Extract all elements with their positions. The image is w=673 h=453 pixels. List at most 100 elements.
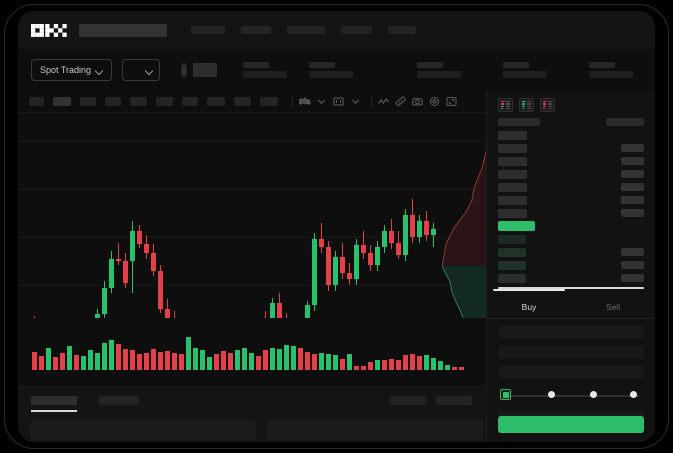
tab-buy-label: Buy bbox=[521, 301, 537, 312]
orderbook-bid-row[interactable] bbox=[498, 234, 644, 244]
orderbook-separator bbox=[498, 287, 644, 289]
top-navigation-bar: OKX bbox=[18, 11, 655, 49]
tab-sell-label: Sell bbox=[605, 301, 621, 312]
chevron-down-icon bbox=[96, 67, 103, 74]
orderbook-price-cell bbox=[498, 195, 527, 205]
expand-icon[interactable] bbox=[445, 95, 458, 108]
tab-order-history[interactable] bbox=[99, 396, 139, 405]
pair-name-label bbox=[192, 63, 217, 77]
slider-stop-50[interactable] bbox=[590, 391, 597, 398]
orderbook-amount-cell bbox=[621, 248, 644, 256]
market-stats bbox=[243, 62, 655, 78]
orders-panel-tabs bbox=[31, 396, 139, 412]
orderbook-column-headers bbox=[487, 118, 655, 130]
candlestick-icon[interactable] bbox=[298, 95, 311, 108]
orderbook-view-modes bbox=[487, 91, 655, 118]
orderbook-price-cell bbox=[498, 208, 527, 218]
orderbook-amount-cell bbox=[621, 183, 644, 191]
orders-panel-content bbox=[30, 420, 483, 440]
timeframe-5[interactable] bbox=[130, 97, 147, 106]
nav-item-3[interactable] bbox=[287, 26, 325, 34]
timeframe-2[interactable] bbox=[53, 97, 71, 106]
app-screen: OKX Spot Trading bbox=[18, 11, 655, 442]
bottom-action-2[interactable] bbox=[436, 396, 472, 405]
tab-buy[interactable]: Buy bbox=[487, 289, 571, 318]
gear-icon[interactable] bbox=[428, 95, 441, 108]
orderbook-amount-cell bbox=[621, 196, 644, 204]
orderbook-ask-row[interactable] bbox=[498, 130, 644, 140]
orderbook-mode-asks[interactable] bbox=[540, 98, 555, 112]
nav-item-5[interactable] bbox=[388, 26, 416, 34]
orderbook-ask-row[interactable] bbox=[498, 143, 644, 153]
orderbook-ask-row[interactable] bbox=[498, 195, 644, 205]
slider-stop-75[interactable] bbox=[630, 391, 637, 398]
toolbar-divider bbox=[292, 96, 293, 107]
orderbook-ask-row[interactable] bbox=[498, 208, 644, 218]
stat-last-price bbox=[243, 62, 295, 78]
orderbook-ask-row[interactable] bbox=[498, 156, 644, 166]
ruler-pencil-icon[interactable] bbox=[394, 95, 407, 108]
order-form-tabs: Buy Sell bbox=[487, 289, 655, 319]
orderbook-price-cell bbox=[498, 130, 527, 140]
order-total-field[interactable] bbox=[498, 365, 644, 379]
orderbook-bid-row[interactable] bbox=[498, 260, 644, 270]
timeframe-10[interactable] bbox=[260, 97, 278, 106]
line-chart-icon[interactable] bbox=[377, 95, 390, 108]
orderbook-ask-row[interactable] bbox=[498, 169, 644, 179]
stat-24h-volume bbox=[589, 62, 641, 78]
order-form-fields bbox=[487, 319, 655, 379]
indicators-chevron-icon[interactable] bbox=[349, 95, 362, 108]
order-amount-field[interactable] bbox=[498, 345, 644, 359]
orderbook-amount-cell bbox=[621, 209, 644, 217]
orderbook-ask-row[interactable] bbox=[498, 182, 644, 192]
bottom-panel-right bbox=[267, 420, 483, 440]
orderbook-bid-row[interactable] bbox=[498, 273, 644, 283]
okx-logo[interactable]: OKX bbox=[31, 23, 69, 37]
bottom-action-1[interactable] bbox=[390, 396, 426, 405]
order-summary-available bbox=[498, 411, 644, 418]
orderbook-col-price bbox=[498, 118, 540, 126]
orderbook-price-cell bbox=[498, 221, 535, 231]
candlestick-type-chevron-icon[interactable] bbox=[315, 95, 328, 108]
search-input[interactable] bbox=[79, 23, 167, 37]
orderbook-mode-bids[interactable] bbox=[519, 98, 534, 112]
order-amount-slider[interactable] bbox=[500, 389, 642, 403]
chevron-down-icon bbox=[146, 67, 153, 74]
timeframe-1[interactable] bbox=[29, 97, 44, 106]
orderbook-bid-row[interactable] bbox=[498, 247, 644, 257]
order-price-field[interactable] bbox=[498, 325, 644, 339]
slider-stop-25[interactable] bbox=[548, 391, 555, 398]
nav-item-1[interactable] bbox=[191, 26, 225, 34]
timeframe-9[interactable] bbox=[234, 97, 251, 106]
tab-open-orders[interactable] bbox=[31, 396, 77, 412]
timeframe-3[interactable] bbox=[80, 97, 96, 106]
orderbook-price-cell bbox=[498, 182, 527, 192]
orderbook-best-bid-row[interactable] bbox=[498, 221, 644, 231]
orderbook-amount-cell bbox=[621, 157, 644, 165]
stat-24h-change bbox=[309, 62, 361, 78]
toolbar-divider bbox=[371, 96, 372, 107]
orderbook-price-cell bbox=[498, 273, 526, 283]
orderbook-amount-cell bbox=[621, 274, 644, 282]
nav-item-4[interactable] bbox=[341, 26, 372, 34]
indicators-icon[interactable] bbox=[332, 95, 345, 108]
candlestick-chart[interactable] bbox=[18, 113, 486, 318]
camera-icon[interactable] bbox=[411, 95, 424, 108]
place-buy-order-button[interactable] bbox=[498, 416, 644, 433]
orderbook-mode-both[interactable] bbox=[498, 98, 513, 112]
orderbook-amount-cell bbox=[621, 261, 644, 269]
timeframe-8[interactable] bbox=[207, 97, 225, 106]
volume-chart[interactable] bbox=[18, 318, 486, 386]
timeframe-6[interactable] bbox=[156, 97, 173, 106]
tab-sell[interactable]: Sell bbox=[571, 295, 655, 318]
primary-nav bbox=[191, 26, 416, 34]
trading-mode-selector[interactable]: Spot Trading bbox=[31, 59, 113, 81]
slider-handle[interactable] bbox=[500, 389, 511, 400]
timeframe-4[interactable] bbox=[105, 97, 121, 106]
nav-item-2[interactable] bbox=[241, 26, 271, 34]
market-info-bar: Spot Trading bbox=[18, 49, 655, 91]
timeframe-7[interactable] bbox=[182, 97, 198, 106]
stat-24h-high bbox=[417, 62, 469, 78]
pair-select-dropdown[interactable] bbox=[122, 59, 161, 81]
